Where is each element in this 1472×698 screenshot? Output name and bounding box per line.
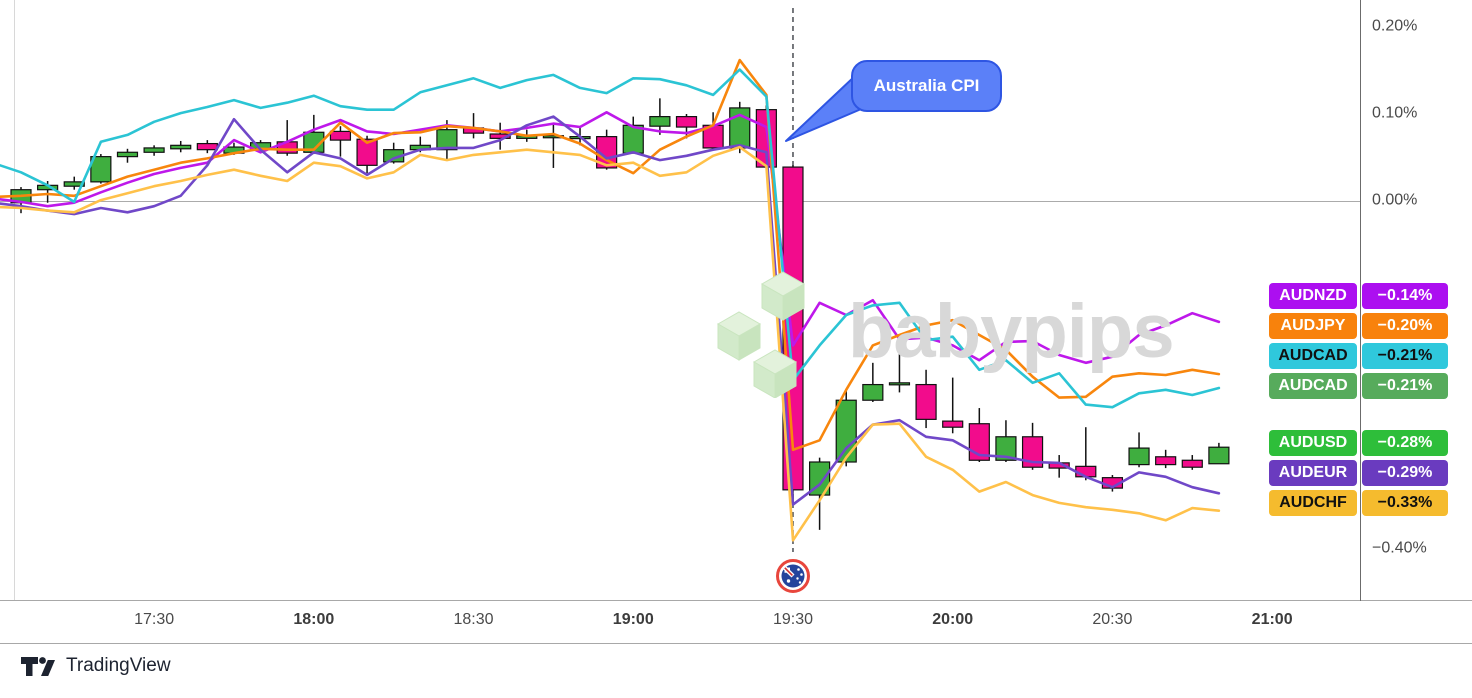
candle-body[interactable] [995, 436, 1017, 461]
tradingview-logo-icon [21, 657, 55, 676]
candle-body[interactable] [942, 420, 964, 428]
candle-body[interactable] [356, 138, 378, 166]
candle-body[interactable] [622, 124, 644, 154]
event-callout-label: Australia CPI [873, 76, 980, 95]
compare-line-audchf[interactable] [0, 145, 1221, 542]
compare-line-audeur[interactable] [0, 115, 1221, 506]
candle-body[interactable] [862, 383, 884, 401]
price-axis-tick: −0.40% [1372, 539, 1427, 557]
candle-body[interactable] [90, 156, 112, 183]
price-axis-tick: 0.00% [1372, 191, 1418, 209]
time-axis-tick: 17:30 [134, 611, 175, 628]
candle-body[interactable] [63, 181, 85, 187]
pair-change-audcad[interactable]: −0.21% [1362, 373, 1448, 399]
tradingview-attribution[interactable]: TradingView [20, 653, 171, 679]
candle-body[interactable] [649, 116, 671, 127]
compare-line-audjpy[interactable] [0, 58, 1221, 452]
candle-body[interactable] [329, 130, 352, 141]
time-axis-tick: 20:00 [932, 611, 974, 628]
candle-body[interactable] [888, 382, 911, 386]
pair-label-audusd[interactable]: AUDUSD [1269, 430, 1357, 456]
time-axis-tick: 18:00 [293, 611, 335, 628]
pair-label-audchf[interactable]: AUDCHF [1269, 490, 1357, 516]
candle-body[interactable] [489, 133, 511, 139]
pair-label-audeur[interactable]: AUDEUR [1269, 460, 1357, 486]
pair-label-audcad[interactable]: AUDCAD [1269, 343, 1357, 369]
pair-change-audchf[interactable]: −0.33% [1362, 490, 1448, 516]
time-axis-tick: 20:30 [1092, 611, 1133, 628]
compare-line-audnzd[interactable] [0, 111, 1221, 365]
time-axis-tick: 19:30 [772, 611, 813, 628]
candle-body[interactable] [1181, 459, 1203, 468]
pair-change-audnzd[interactable]: −0.14% [1362, 283, 1448, 309]
timescale-border-top [0, 600, 1472, 601]
time-axis-tick: 21:00 [1251, 611, 1293, 628]
candle-body[interactable] [915, 383, 937, 420]
pair-change-audusd[interactable]: −0.28% [1362, 430, 1448, 456]
candle-body[interactable] [170, 144, 192, 150]
candle-body[interactable] [1155, 456, 1177, 466]
price-scale-border [1360, 0, 1361, 643]
candle-body[interactable] [143, 147, 165, 153]
candle-body[interactable] [436, 129, 458, 151]
pair-label-audnzd[interactable]: AUDNZD [1269, 283, 1357, 309]
candle-body[interactable] [1021, 436, 1044, 468]
candle-body[interactable] [1075, 465, 1097, 478]
candle-body[interactable] [835, 399, 857, 463]
chart-canvas[interactable] [0, 0, 1360, 600]
price-axis-tick: 0.20% [1372, 17, 1418, 35]
tradingview-logo-text: TradingView [66, 655, 171, 676]
australia-flag-icon[interactable] [775, 558, 811, 594]
pair-change-audjpy[interactable]: −0.20% [1362, 313, 1448, 339]
compare-line-audcad[interactable] [0, 68, 1221, 409]
candle-body[interactable] [675, 116, 698, 128]
pair-label-audjpy[interactable]: AUDJPY [1269, 313, 1357, 339]
price-axis-tick: 0.10% [1372, 104, 1418, 122]
pair-change-audcad[interactable]: −0.21% [1362, 343, 1448, 369]
pair-label-audcad[interactable]: AUDCAD [1269, 373, 1357, 399]
pair-change-audeur[interactable]: −0.29% [1362, 460, 1448, 486]
candle-body[interactable] [596, 136, 618, 169]
candle-body[interactable] [1208, 446, 1230, 465]
time-scale[interactable] [0, 601, 1472, 643]
time-axis-tick: 19:00 [612, 611, 654, 628]
candle-body[interactable] [1128, 447, 1150, 466]
timescale-border-bottom [0, 643, 1472, 644]
time-axis-tick: 18:30 [453, 611, 494, 628]
event-callout[interactable]: Australia CPI [851, 60, 1002, 112]
candle-body[interactable] [116, 151, 139, 158]
candle-body[interactable] [196, 142, 218, 151]
